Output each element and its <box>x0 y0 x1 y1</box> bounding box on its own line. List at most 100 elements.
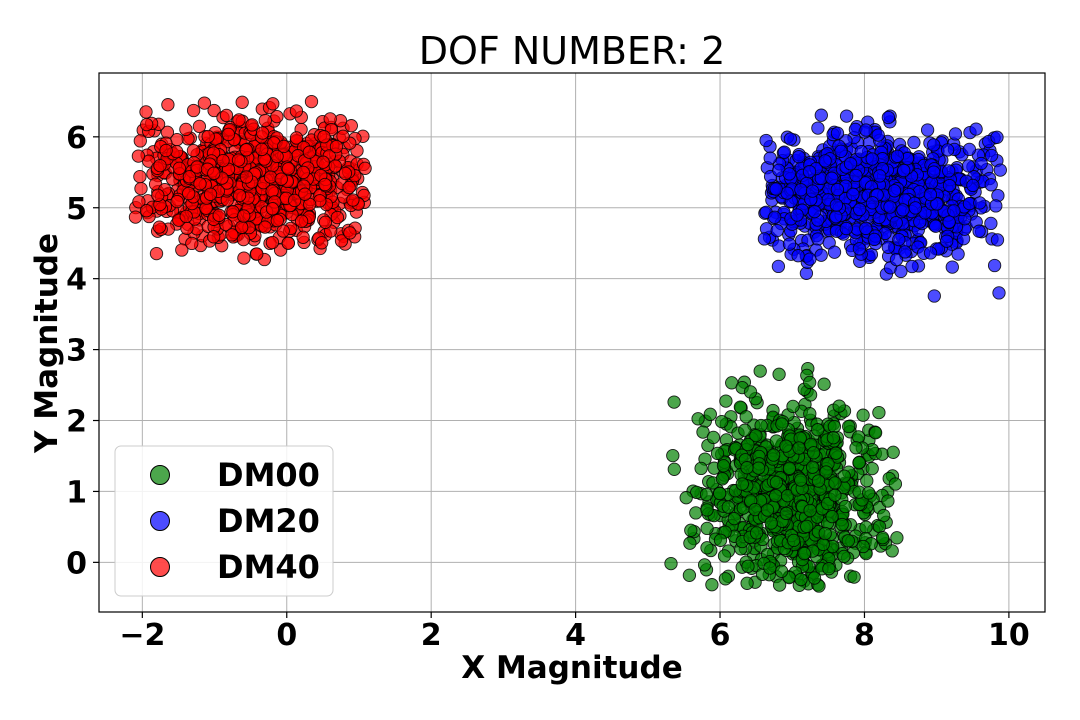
data-point <box>304 94 319 109</box>
data-point <box>972 224 986 238</box>
data-point <box>852 242 867 256</box>
data-point <box>235 95 249 109</box>
data-point <box>966 178 980 193</box>
data-point <box>763 151 777 165</box>
data-point <box>780 489 795 503</box>
data-point <box>783 132 798 146</box>
data-point <box>344 119 358 133</box>
legend-marker-dm20 <box>150 511 170 531</box>
data-point <box>814 248 828 262</box>
data-point <box>841 534 855 548</box>
data-point <box>266 97 280 111</box>
data-point <box>859 520 873 534</box>
data-point <box>236 232 251 247</box>
data-point <box>743 385 758 399</box>
data-point <box>699 487 714 502</box>
legend: DM00 DM20 DM40 <box>114 445 334 597</box>
data-point <box>710 446 725 461</box>
data-point <box>713 486 727 501</box>
x-tick-label: 0 <box>276 618 297 653</box>
data-point <box>786 399 800 414</box>
data-point <box>835 517 849 532</box>
data-point <box>128 210 143 224</box>
data-point <box>274 172 288 186</box>
data-point <box>834 144 848 158</box>
data-point <box>270 109 284 124</box>
data-point <box>888 477 903 491</box>
data-point <box>225 228 239 242</box>
data-point <box>772 578 787 592</box>
data-point <box>806 446 821 460</box>
data-point <box>289 104 304 118</box>
data-point <box>302 145 317 159</box>
data-point <box>715 414 729 429</box>
x-tick-label: 8 <box>854 618 875 653</box>
data-point <box>753 364 767 378</box>
data-point <box>159 143 173 158</box>
data-point <box>342 180 356 195</box>
data-point <box>172 161 187 175</box>
data-point <box>822 562 836 576</box>
data-point <box>772 367 786 381</box>
data-point <box>186 143 201 158</box>
data-point <box>811 232 825 246</box>
data-point <box>849 168 863 183</box>
data-point <box>811 474 826 488</box>
data-point <box>336 129 350 143</box>
data-point <box>851 430 866 444</box>
data-point <box>265 184 279 198</box>
data-point <box>258 113 272 128</box>
data-point <box>843 157 858 171</box>
data-point <box>769 489 783 503</box>
data-point <box>192 119 207 134</box>
data-point <box>277 139 291 154</box>
data-point <box>887 184 902 198</box>
data-point <box>219 108 234 123</box>
data-point <box>802 164 817 179</box>
data-point <box>803 252 817 266</box>
data-point <box>741 559 755 573</box>
data-point <box>794 473 808 487</box>
data-point <box>818 526 832 541</box>
data-point <box>193 177 207 191</box>
data-point <box>990 233 1005 247</box>
x-tick-label: 10 <box>988 618 1030 653</box>
data-point <box>947 204 961 218</box>
data-point <box>860 474 874 488</box>
data-point <box>993 163 1007 177</box>
data-point <box>807 571 822 585</box>
data-point <box>134 181 148 196</box>
chart-title: DOF NUMBER: 2 <box>419 29 726 73</box>
data-point <box>694 461 708 476</box>
data-point <box>827 245 842 259</box>
data-point <box>799 266 814 280</box>
x-tick-label: 4 <box>565 618 586 653</box>
data-point <box>705 578 719 592</box>
data-point <box>270 149 284 164</box>
data-point <box>770 223 784 238</box>
data-point <box>703 407 717 421</box>
data-point <box>829 446 843 460</box>
data-point <box>329 139 344 154</box>
data-point <box>153 158 167 173</box>
data-point <box>881 240 895 254</box>
data-point <box>245 118 259 132</box>
data-point <box>330 210 345 225</box>
data-point <box>838 499 853 514</box>
data-point <box>820 496 835 511</box>
data-point <box>961 159 976 173</box>
data-point <box>133 169 147 184</box>
data-point <box>856 539 870 554</box>
data-point <box>940 143 955 157</box>
data-point <box>868 426 883 440</box>
data-point <box>984 216 998 231</box>
data-point <box>721 500 735 514</box>
data-point <box>892 232 906 247</box>
data-point <box>942 178 957 193</box>
data-point <box>890 149 905 163</box>
data-point <box>803 375 817 390</box>
data-point <box>794 572 808 587</box>
y-tick-label: 3 <box>66 334 87 369</box>
data-point <box>825 171 839 185</box>
data-point <box>828 476 842 490</box>
